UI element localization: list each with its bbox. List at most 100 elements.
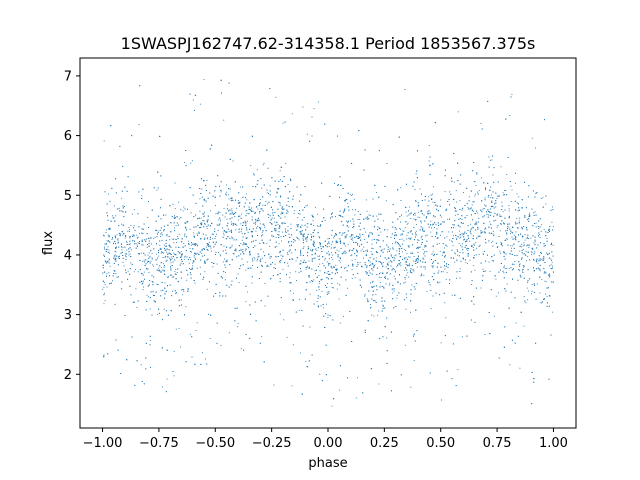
data-point xyxy=(255,218,257,220)
data-point xyxy=(395,228,397,230)
data-point xyxy=(534,211,536,213)
data-point xyxy=(466,248,468,250)
data-point xyxy=(284,223,286,224)
data-point xyxy=(514,254,516,256)
data-point xyxy=(434,227,435,228)
data-point xyxy=(302,239,304,241)
data-point xyxy=(354,277,356,279)
data-point xyxy=(234,216,236,217)
data-point xyxy=(280,236,282,238)
data-point xyxy=(364,331,366,333)
data-point xyxy=(273,384,275,386)
data-point xyxy=(114,243,116,245)
data-point xyxy=(153,238,155,240)
data-point xyxy=(235,250,237,252)
data-point xyxy=(470,233,472,235)
data-point xyxy=(430,290,432,291)
data-point xyxy=(282,122,284,124)
data-point xyxy=(185,165,187,167)
data-point xyxy=(432,193,433,195)
data-point xyxy=(306,226,308,228)
data-point xyxy=(104,300,106,302)
data-point xyxy=(160,236,161,237)
data-point xyxy=(403,240,405,242)
data-point xyxy=(348,226,350,228)
data-point xyxy=(344,250,346,252)
data-points xyxy=(102,79,554,407)
data-point xyxy=(168,249,170,251)
data-point xyxy=(321,290,323,292)
data-point xyxy=(529,212,531,214)
data-point xyxy=(394,255,396,257)
data-point xyxy=(148,240,150,242)
data-point xyxy=(454,214,456,216)
data-point xyxy=(327,277,329,279)
data-point xyxy=(165,391,167,393)
data-point xyxy=(473,265,475,267)
data-point xyxy=(507,244,509,246)
data-point xyxy=(104,292,105,294)
data-point xyxy=(503,251,505,252)
data-point xyxy=(213,233,215,235)
data-point xyxy=(280,213,282,215)
data-point xyxy=(405,260,407,262)
data-point xyxy=(332,258,334,260)
data-point xyxy=(195,253,197,254)
data-point xyxy=(259,260,261,262)
data-point xyxy=(500,223,502,225)
data-point xyxy=(262,234,264,236)
data-point xyxy=(307,251,309,253)
data-point xyxy=(393,259,395,261)
data-point xyxy=(540,302,542,304)
data-point xyxy=(357,250,359,252)
data-point xyxy=(318,266,319,267)
data-point xyxy=(193,261,195,263)
data-point xyxy=(416,248,418,249)
data-point xyxy=(484,197,486,199)
data-point xyxy=(280,260,282,262)
data-point xyxy=(552,244,554,246)
data-point xyxy=(169,260,171,262)
data-point xyxy=(424,268,426,270)
data-point xyxy=(473,303,475,305)
data-point xyxy=(408,265,410,267)
data-point xyxy=(252,210,254,212)
data-point xyxy=(282,249,284,251)
data-point xyxy=(260,248,262,250)
data-point xyxy=(250,210,252,212)
data-point xyxy=(231,232,232,233)
data-point xyxy=(275,236,277,238)
data-point xyxy=(463,192,464,193)
data-point xyxy=(537,226,539,227)
data-point xyxy=(465,233,467,234)
data-point xyxy=(217,219,219,221)
data-point xyxy=(431,235,433,237)
data-point xyxy=(278,181,280,182)
data-point xyxy=(281,207,283,209)
data-point xyxy=(480,122,482,124)
data-point xyxy=(515,221,517,223)
data-point xyxy=(421,243,422,245)
data-point xyxy=(106,248,108,250)
data-point xyxy=(339,261,341,263)
data-point xyxy=(160,227,162,229)
data-point xyxy=(505,190,507,191)
data-point xyxy=(449,191,451,193)
data-point xyxy=(240,231,242,233)
data-point xyxy=(260,229,261,231)
data-point xyxy=(528,220,530,222)
data-point xyxy=(300,249,302,251)
data-point xyxy=(232,200,234,201)
data-point xyxy=(286,336,288,338)
data-point xyxy=(444,247,445,249)
data-point xyxy=(313,225,315,226)
data-point xyxy=(521,250,523,252)
data-point xyxy=(403,282,405,284)
data-point xyxy=(439,214,441,216)
data-point xyxy=(439,250,441,252)
data-point xyxy=(496,226,498,228)
data-point xyxy=(182,294,184,296)
data-point xyxy=(287,184,289,186)
data-point xyxy=(392,243,393,245)
data-point xyxy=(352,237,354,239)
